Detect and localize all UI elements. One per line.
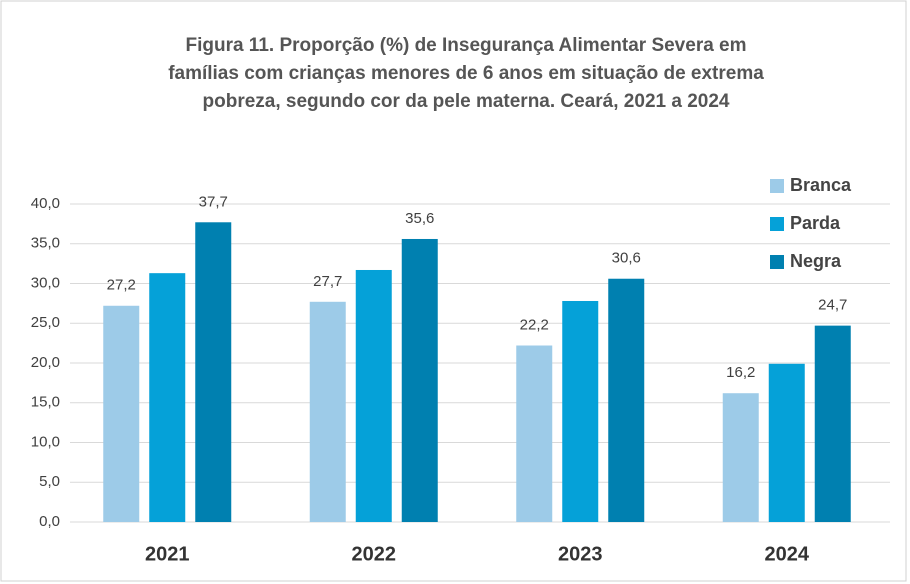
bar	[149, 273, 186, 522]
y-tick-label: 35,0	[31, 235, 60, 252]
chart-title: pobreza, segundo cor da pele materna. Ce…	[203, 91, 730, 112]
value-label: 35,6	[405, 210, 434, 227]
y-tick-label: 0,0	[39, 513, 60, 530]
legend-swatch	[770, 255, 784, 269]
x-tick-label: 2022	[352, 543, 397, 565]
value-label: 27,2	[107, 277, 136, 294]
y-tick-label: 15,0	[31, 394, 60, 411]
value-label: 16,2	[726, 364, 755, 381]
y-tick-label: 30,0	[31, 274, 60, 291]
bar	[355, 269, 392, 522]
chart-title: famílias com crianças menores de 6 anos …	[168, 63, 764, 84]
legend-label: Branca	[790, 175, 852, 195]
bar	[562, 300, 599, 522]
bar	[401, 238, 438, 523]
y-tick-label: 10,0	[31, 433, 60, 450]
bar	[608, 278, 645, 522]
legend-swatch	[770, 179, 784, 193]
y-tick-label: 5,0	[39, 473, 60, 490]
bar	[195, 222, 232, 522]
bar	[722, 393, 759, 522]
value-label: 27,7	[313, 273, 342, 290]
y-tick-label: 20,0	[31, 354, 60, 371]
y-tick-label: 40,0	[31, 195, 60, 212]
x-tick-label: 2024	[765, 543, 810, 565]
legend-label: Negra	[790, 251, 842, 271]
value-label: 24,7	[818, 297, 847, 314]
x-tick-label: 2023	[558, 543, 603, 565]
legend-label: Parda	[790, 213, 841, 233]
bar	[516, 345, 553, 522]
bar	[309, 301, 346, 522]
bar	[768, 363, 805, 522]
legend-swatch	[770, 217, 784, 231]
bar	[103, 305, 140, 522]
value-label: 30,6	[612, 250, 641, 267]
chart-title: Figura 11. Proporção (%) de Insegurança …	[185, 35, 746, 56]
x-tick-label: 2021	[145, 543, 190, 565]
value-label: 37,7	[199, 193, 228, 210]
y-tick-label: 25,0	[31, 314, 60, 331]
bar	[814, 325, 851, 522]
value-label: 22,2	[520, 316, 549, 333]
